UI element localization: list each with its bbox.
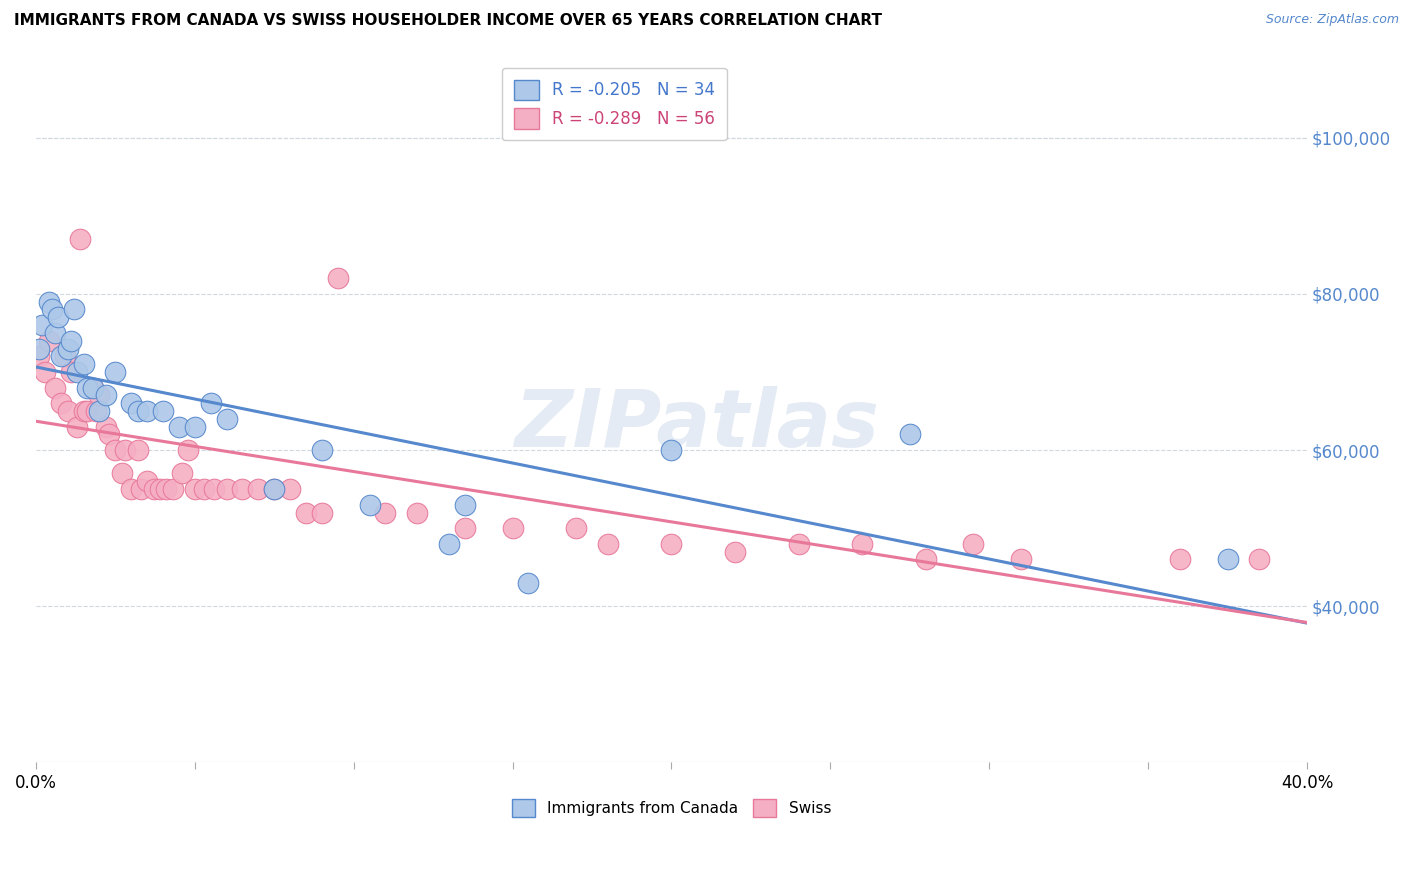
Point	[374, 506, 396, 520]
Point	[66, 419, 89, 434]
Point	[231, 482, 253, 496]
Point	[76, 404, 98, 418]
Point	[278, 482, 301, 496]
Point	[44, 381, 66, 395]
Point	[120, 482, 142, 496]
Point	[247, 482, 270, 496]
Point	[167, 419, 190, 434]
Point	[114, 443, 136, 458]
Point	[359, 498, 381, 512]
Point	[661, 537, 683, 551]
Point	[1010, 552, 1032, 566]
Point	[72, 404, 94, 418]
Point	[86, 404, 108, 418]
Point	[59, 365, 82, 379]
Point	[56, 342, 79, 356]
Point	[104, 365, 127, 379]
Point	[172, 467, 194, 481]
Text: Source: ZipAtlas.com: Source: ZipAtlas.com	[1265, 13, 1399, 27]
Point	[127, 404, 149, 418]
Point	[51, 349, 73, 363]
Point	[69, 232, 91, 246]
Text: ZIPatlas: ZIPatlas	[515, 386, 879, 464]
Point	[89, 388, 111, 402]
Point	[202, 482, 225, 496]
Point	[326, 271, 349, 285]
Point	[136, 475, 159, 489]
Point	[193, 482, 215, 496]
Point	[724, 544, 747, 558]
Point	[149, 482, 172, 496]
Legend: Immigrants from Canada, Swiss: Immigrants from Canada, Swiss	[505, 791, 839, 825]
Point	[898, 427, 921, 442]
Point	[502, 521, 524, 535]
Point	[962, 537, 984, 551]
Point	[38, 294, 60, 309]
Point	[454, 521, 477, 535]
Point	[851, 537, 873, 551]
Point	[177, 443, 200, 458]
Point	[295, 506, 318, 520]
Point	[82, 381, 104, 395]
Point	[41, 302, 63, 317]
Point	[63, 302, 86, 317]
Point	[517, 575, 540, 590]
Point	[120, 396, 142, 410]
Point	[94, 419, 117, 434]
Point	[38, 334, 60, 348]
Point	[34, 365, 56, 379]
Point	[914, 552, 936, 566]
Point	[104, 443, 127, 458]
Point	[31, 318, 53, 332]
Point	[76, 381, 98, 395]
Point	[661, 443, 683, 458]
Point	[152, 404, 174, 418]
Point	[565, 521, 588, 535]
Point	[66, 365, 89, 379]
Point	[263, 482, 285, 496]
Point	[1249, 552, 1271, 566]
Point	[184, 482, 207, 496]
Point	[28, 342, 51, 356]
Point	[155, 482, 177, 496]
Point	[142, 482, 165, 496]
Point	[89, 404, 111, 418]
Point	[51, 396, 73, 410]
Point	[437, 537, 460, 551]
Point	[406, 506, 429, 520]
Point	[215, 482, 238, 496]
Point	[136, 404, 159, 418]
Point	[263, 482, 285, 496]
Point	[82, 381, 104, 395]
Point	[1216, 552, 1239, 566]
Point	[311, 443, 333, 458]
Point	[215, 412, 238, 426]
Point	[787, 537, 810, 551]
Point	[44, 326, 66, 340]
Point	[28, 349, 51, 363]
Point	[127, 443, 149, 458]
Point	[184, 419, 207, 434]
Text: IMMIGRANTS FROM CANADA VS SWISS HOUSEHOLDER INCOME OVER 65 YEARS CORRELATION CHA: IMMIGRANTS FROM CANADA VS SWISS HOUSEHOL…	[14, 13, 882, 29]
Point	[1168, 552, 1191, 566]
Point	[596, 537, 619, 551]
Point	[72, 357, 94, 371]
Point	[98, 427, 121, 442]
Point	[56, 404, 79, 418]
Point	[94, 388, 117, 402]
Point	[311, 506, 333, 520]
Point	[162, 482, 184, 496]
Point	[53, 349, 76, 363]
Point	[200, 396, 222, 410]
Point	[129, 482, 152, 496]
Point	[59, 334, 82, 348]
Point	[46, 310, 69, 325]
Point	[111, 467, 134, 481]
Point	[454, 498, 477, 512]
